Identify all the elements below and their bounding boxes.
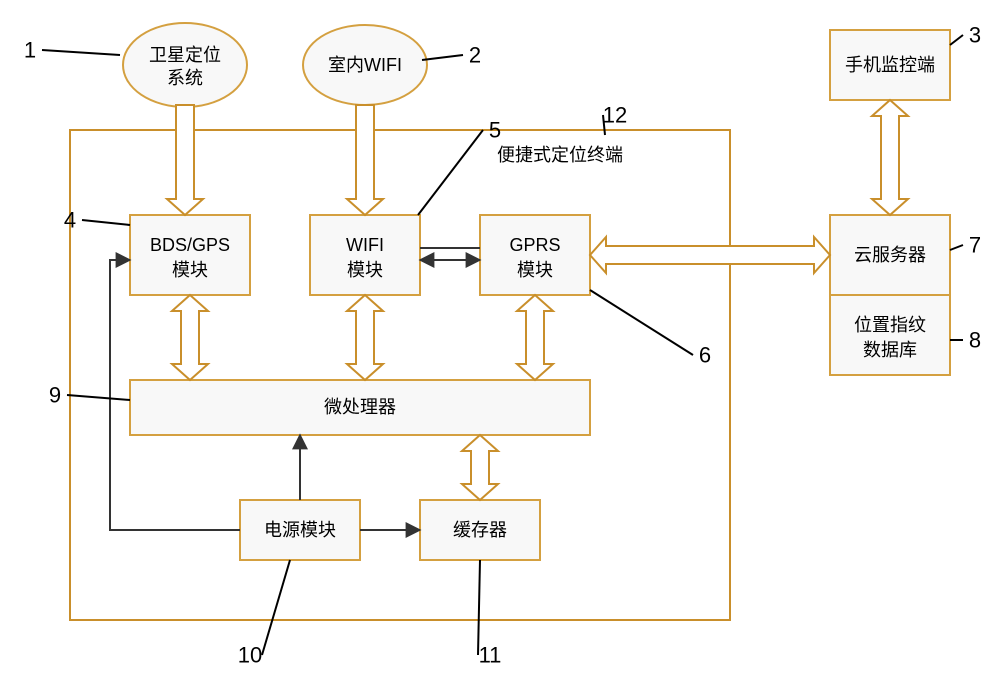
callout-number: 9: [49, 383, 61, 408]
callout-number: 7: [969, 233, 981, 258]
svg-text:数据库: 数据库: [863, 340, 917, 360]
svg-text:缓存器: 缓存器: [453, 520, 507, 540]
cache-module: 缓存器: [420, 500, 540, 560]
microprocessor: 微处理器: [130, 380, 590, 435]
svg-text:模块: 模块: [347, 260, 383, 280]
gprs-module: GPRS 模块: [480, 215, 590, 295]
svg-text:手机监控端: 手机监控端: [845, 55, 935, 75]
svg-text:模块: 模块: [517, 260, 553, 280]
indoor-wifi-ellipse: 室内WIFI: [303, 25, 427, 105]
callout-number: 4: [64, 208, 76, 233]
fingerprint-db: 位置指纹 数据库: [830, 295, 950, 375]
terminal-container: [70, 130, 730, 620]
callout-number: 11: [479, 643, 502, 668]
svg-text:卫星定位: 卫星定位: [149, 45, 221, 65]
phone-monitor: 手机监控端: [830, 30, 950, 100]
cloud-server: 云服务器: [830, 215, 950, 295]
callout-number: 6: [699, 343, 711, 368]
wifi-module: WIFI 模块: [310, 215, 420, 295]
svg-text:系统: 系统: [167, 68, 203, 88]
svg-text:模块: 模块: [172, 260, 208, 280]
callout-number: 10: [238, 643, 262, 668]
power-module: 电源模块: [240, 500, 360, 560]
svg-text:微处理器: 微处理器: [324, 397, 396, 417]
svg-text:电源模块: 电源模块: [264, 520, 336, 540]
callout-number: 12: [603, 103, 627, 128]
terminal-label: 便捷式定位终端: [497, 145, 623, 165]
svg-text:BDS/GPS: BDS/GPS: [150, 235, 230, 255]
callout-number: 3: [969, 23, 981, 48]
bds-gps-module: BDS/GPS 模块: [130, 215, 250, 295]
satellite-ellipse: 卫星定位 系统: [123, 23, 247, 107]
callout-number: 5: [489, 118, 501, 143]
svg-text:GPRS: GPRS: [509, 235, 560, 255]
callout-number: 2: [469, 43, 481, 68]
diagram-canvas: 便捷式定位终端 卫星定位 系统 室内WIFI BDS/GPS 模块 WIFI 模…: [0, 0, 1000, 687]
svg-text:云服务器: 云服务器: [854, 245, 926, 265]
svg-text:WIFI: WIFI: [346, 235, 384, 255]
svg-text:位置指纹: 位置指纹: [854, 315, 926, 335]
callout-number: 8: [969, 328, 981, 353]
callout-number: 1: [24, 38, 36, 63]
svg-text:室内WIFI: 室内WIFI: [328, 55, 402, 75]
